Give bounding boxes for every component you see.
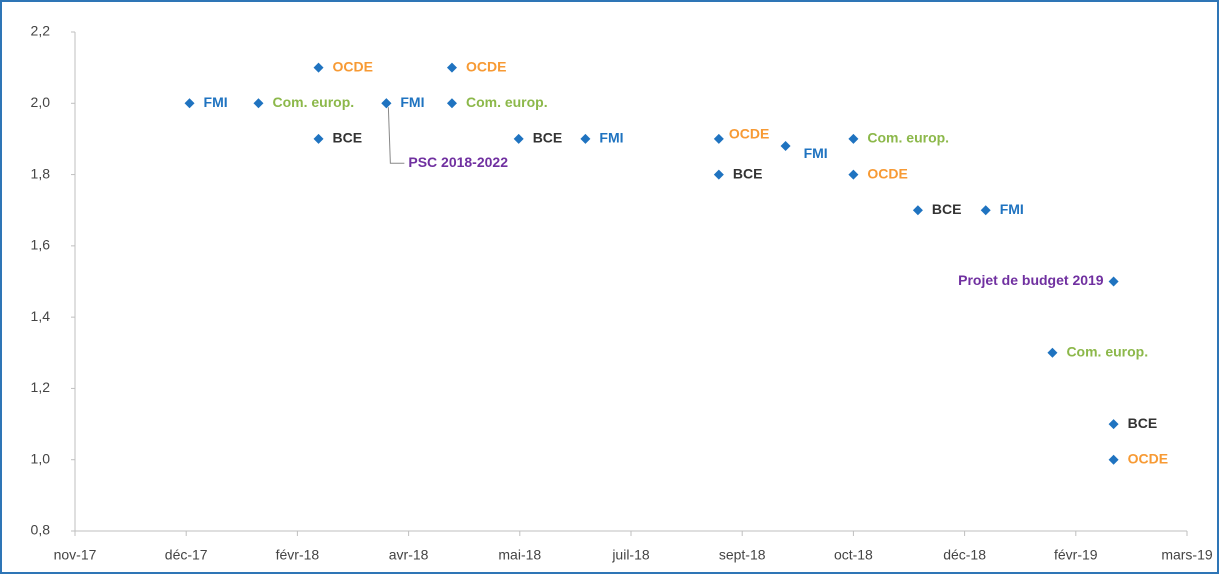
point-label: BCE <box>333 130 363 146</box>
marker <box>313 62 324 73</box>
marker <box>313 133 324 144</box>
x-tick-label: déc-17 <box>165 547 208 563</box>
point-label: BCE <box>932 201 962 217</box>
point-label: Com. europ. <box>272 94 354 110</box>
point-label: OCDE <box>333 58 373 74</box>
marker <box>580 133 591 144</box>
y-tick-label: 1,2 <box>31 379 51 395</box>
marker <box>1108 276 1119 287</box>
x-tick-label: nov-17 <box>54 547 97 563</box>
point-label: Com. europ. <box>1066 343 1148 359</box>
leader-line <box>387 107 405 164</box>
y-tick-label: 2,2 <box>31 23 51 39</box>
x-tick-label: févr-18 <box>276 547 320 563</box>
x-tick-label: avr-18 <box>389 547 429 563</box>
marker <box>1108 454 1119 465</box>
marker <box>1108 419 1119 430</box>
x-tick-label: févr-19 <box>1054 547 1098 563</box>
y-tick-label: 1,0 <box>31 450 51 466</box>
y-tick-label: 1,4 <box>31 308 51 324</box>
marker <box>713 169 724 180</box>
marker <box>848 169 859 180</box>
point-label: BCE <box>1128 415 1158 431</box>
marker <box>912 205 923 216</box>
marker <box>253 98 264 109</box>
point-label: FMI <box>599 130 623 146</box>
marker <box>1047 347 1058 358</box>
x-tick-label: oct-18 <box>834 547 873 563</box>
y-tick-label: 0,8 <box>31 522 51 538</box>
marker <box>381 98 392 109</box>
point-label: Com. europ. <box>867 130 949 146</box>
point-label: OCDE <box>1128 450 1168 466</box>
point-label: FMI <box>1000 201 1024 217</box>
x-tick-label: juil-18 <box>611 547 650 563</box>
point-label: FMI <box>804 145 828 161</box>
marker <box>446 62 457 73</box>
marker <box>780 141 791 152</box>
marker <box>980 205 991 216</box>
marker <box>446 98 457 109</box>
y-tick-label: 1,8 <box>31 165 51 181</box>
point-label: OCDE <box>466 58 506 74</box>
marker <box>513 133 524 144</box>
point-label: BCE <box>533 130 563 146</box>
x-tick-label: mai-18 <box>498 547 541 563</box>
x-tick-label: mars-19 <box>1161 547 1213 563</box>
point-label: OCDE <box>867 165 907 181</box>
point-label: BCE <box>733 165 763 181</box>
marker <box>184 98 195 109</box>
marker <box>713 133 724 144</box>
x-tick-label: sept-18 <box>719 547 766 563</box>
y-tick-label: 1,6 <box>31 237 51 253</box>
point-label: FMI <box>204 94 228 110</box>
point-label: OCDE <box>729 126 769 142</box>
y-tick-label: 2,0 <box>31 94 51 110</box>
marker <box>848 133 859 144</box>
point-label: Com. europ. <box>466 94 548 110</box>
x-tick-label: déc-18 <box>943 547 986 563</box>
point-label: Projet de budget 2019 <box>958 272 1104 288</box>
point-label: FMI <box>400 94 424 110</box>
point-label: PSC 2018-2022 <box>408 154 508 170</box>
